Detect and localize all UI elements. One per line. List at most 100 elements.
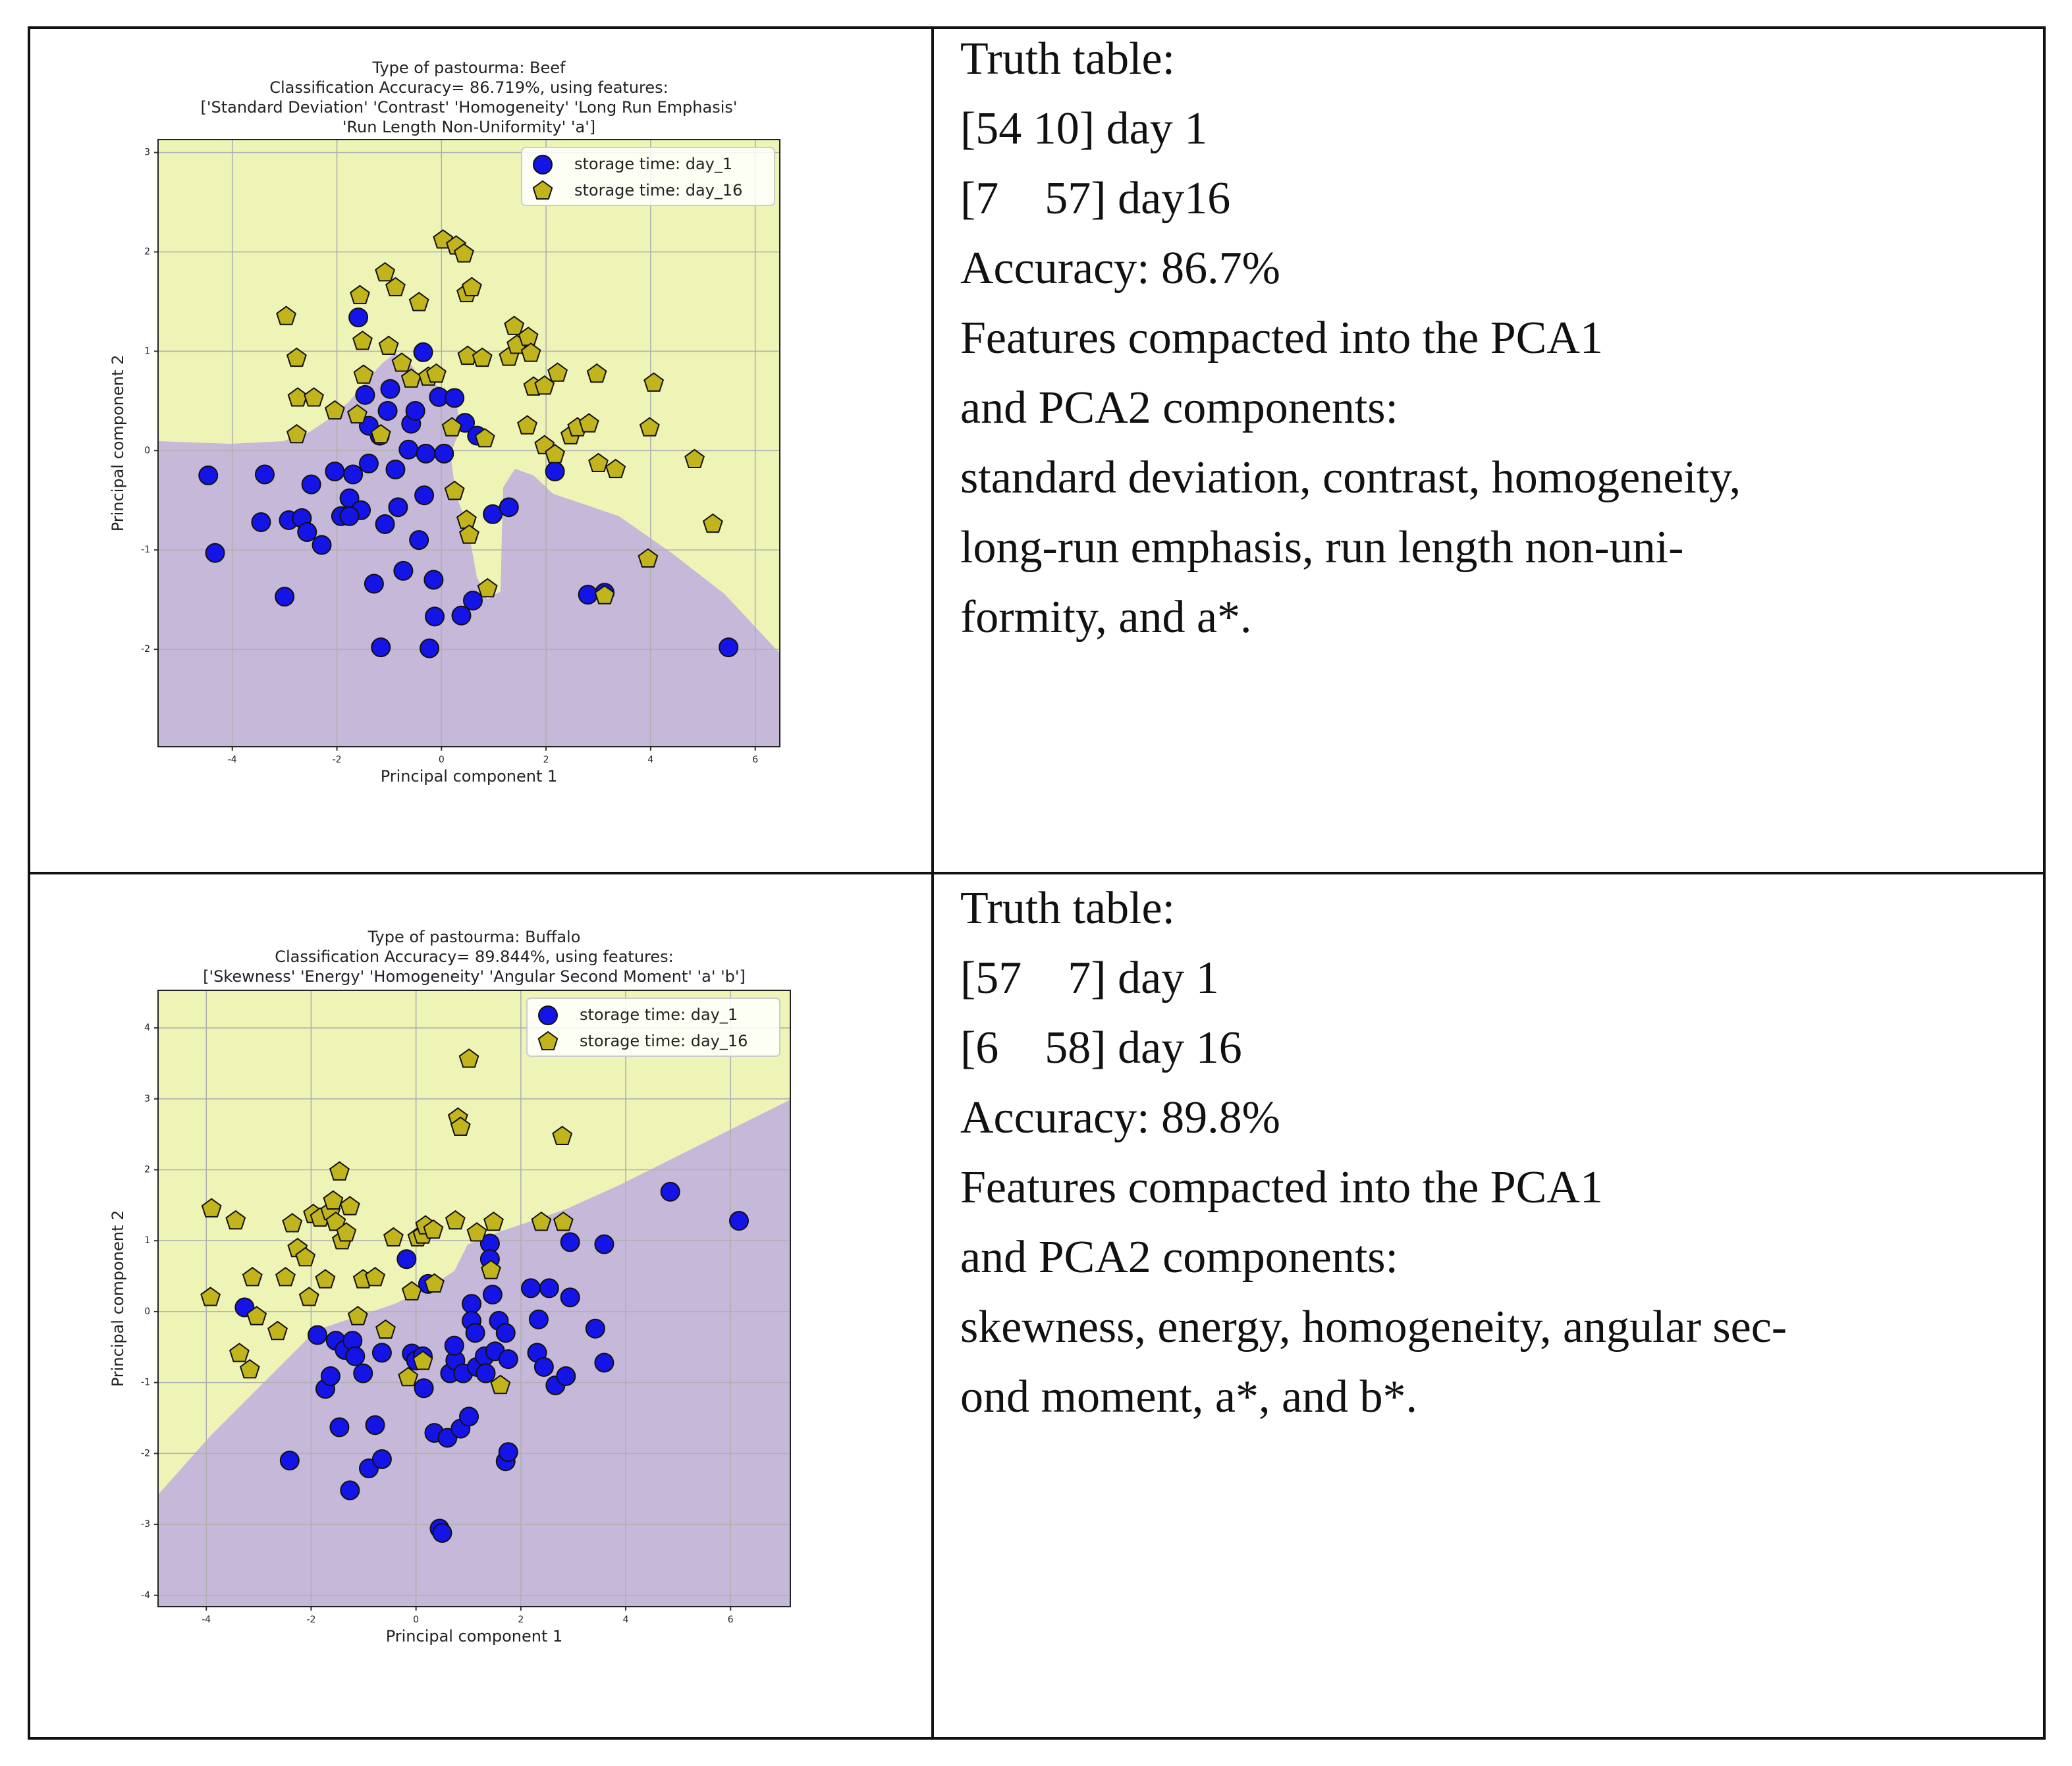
pentagon-point <box>267 1320 288 1341</box>
pentagon-point <box>441 417 462 437</box>
x-axis-label: Principal component 1 <box>381 767 558 786</box>
circle-point <box>495 1323 516 1343</box>
circle-point <box>307 1325 327 1345</box>
pentagon-point <box>370 423 391 444</box>
pentagon-point <box>298 1287 319 1306</box>
pentagon-point <box>276 306 296 325</box>
pentagon-point <box>336 1222 357 1242</box>
table-border <box>28 26 2046 1740</box>
y-tick-label: 1 <box>144 346 150 356</box>
pentagon-point <box>547 362 568 382</box>
legend-label: storage time: day_16 <box>574 181 742 200</box>
pentagon-point <box>246 1306 267 1325</box>
circle-point <box>434 443 454 464</box>
circle-point <box>499 497 519 518</box>
circle-point <box>424 606 445 627</box>
pentagon-point <box>353 364 374 384</box>
axes-frame <box>157 139 780 747</box>
circle-point <box>560 1232 580 1252</box>
circle-point <box>413 342 433 362</box>
pentagon-point <box>520 342 541 362</box>
circle-point <box>462 1294 482 1314</box>
pentagon-point <box>304 387 325 407</box>
pentagon-point <box>458 1048 479 1068</box>
pentagon-point <box>412 1351 433 1370</box>
y-tick-label: 1 <box>144 1235 150 1246</box>
circle-point <box>254 464 275 485</box>
pentagon-point <box>534 375 555 395</box>
y-axis-label: Principal component 2 <box>109 355 127 532</box>
pentagon-point <box>329 1161 350 1181</box>
circle-point <box>358 453 379 473</box>
pentagon-point <box>375 261 396 282</box>
pentagon-point <box>605 458 626 479</box>
pentagon-point <box>594 585 615 604</box>
y-tick-label: 0 <box>144 1306 150 1317</box>
y-tick-label: -1 <box>141 1378 150 1388</box>
circle-point <box>364 574 384 594</box>
x-tick-label: 6 <box>728 1615 734 1625</box>
y-tick-label: -2 <box>141 1448 150 1458</box>
circle-point <box>444 1335 464 1356</box>
circle-point <box>462 591 483 611</box>
circle-point <box>539 1278 559 1298</box>
pentagon-point <box>325 1211 346 1231</box>
x-tick-label: -2 <box>306 1615 315 1625</box>
cell-text: Features compacted into the PCA1 <box>960 313 1603 363</box>
chart-title: Classification Accuracy= 89.844%, using … <box>275 948 673 966</box>
pentagon-point <box>553 1211 574 1231</box>
circle-point <box>498 1442 518 1462</box>
y-tick-label: 2 <box>144 247 150 257</box>
x-tick-label: 0 <box>439 755 445 765</box>
pentagon-point <box>408 292 429 311</box>
circle-point <box>476 1363 496 1383</box>
pentagon-point <box>444 480 465 500</box>
pentagon-point <box>578 413 599 433</box>
y-tick-label: 3 <box>144 147 150 158</box>
pentagon-point <box>239 1359 260 1379</box>
pentagon-point <box>282 1213 303 1233</box>
circle-point <box>538 1005 558 1025</box>
circle-point <box>345 1346 366 1366</box>
circle-point <box>445 388 465 408</box>
pentagon-point <box>702 513 723 533</box>
circle-point <box>339 506 360 526</box>
x-tick-label: 2 <box>543 755 549 765</box>
pentagon-point <box>466 1222 487 1242</box>
chart-title: ['Standard Deviation' 'Contrast' 'Homoge… <box>201 98 738 117</box>
circle-point <box>312 535 332 555</box>
x-tick-label: 0 <box>413 1615 419 1625</box>
pentagon-point <box>365 1266 385 1287</box>
cell-text: and PCA2 components: <box>960 383 1398 433</box>
circle-point <box>560 1287 580 1308</box>
cell-text: [54 10] day 1 <box>960 103 1207 154</box>
y-tick-label: 2 <box>144 1165 150 1175</box>
pentagon-point <box>684 448 705 469</box>
circle-point <box>371 1343 392 1363</box>
circle-point <box>465 1323 485 1343</box>
y-tick-label: -4 <box>141 1590 150 1601</box>
chart-title: Type of pastourma: Buffalo <box>368 928 581 946</box>
circle-point <box>365 1415 385 1435</box>
y-tick-label: -2 <box>141 644 150 655</box>
circle-point <box>533 155 553 174</box>
pentagon-point <box>347 1306 368 1325</box>
pentagon-point <box>229 1343 250 1362</box>
cell-text: formity, and a*. <box>960 592 1252 643</box>
circle-point <box>728 1211 749 1231</box>
circle-point <box>279 1451 300 1471</box>
pentagon-point <box>286 423 307 444</box>
x-tick-label: -2 <box>333 755 342 765</box>
pentagon-point <box>445 1210 466 1230</box>
cell-text: standard deviation, contrast, homogeneit… <box>960 452 1741 503</box>
circle-point <box>377 400 398 421</box>
legend-box <box>521 147 775 206</box>
pentagon-point <box>424 1273 445 1293</box>
circle-point <box>423 570 444 590</box>
circle-point <box>719 637 739 658</box>
pentagon-point <box>201 1198 222 1217</box>
circle-point <box>371 637 391 658</box>
pentagon-point <box>315 1269 336 1289</box>
pentagon-point <box>457 345 478 365</box>
cell-text: and PCA2 components: <box>960 1232 1398 1283</box>
